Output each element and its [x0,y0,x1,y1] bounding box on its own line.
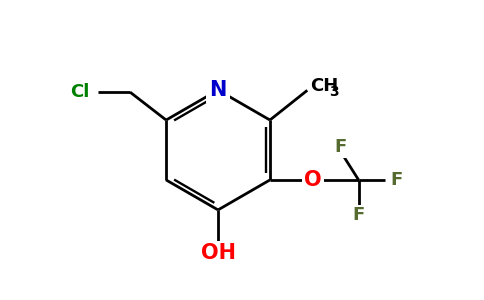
Text: F: F [334,138,347,156]
Text: F: F [352,206,365,224]
Text: F: F [391,171,403,189]
Text: Cl: Cl [70,83,90,101]
Text: N: N [210,80,227,100]
Text: O: O [304,170,322,190]
Text: CH: CH [310,77,338,95]
Text: 3: 3 [330,85,339,99]
Text: OH: OH [200,243,236,263]
